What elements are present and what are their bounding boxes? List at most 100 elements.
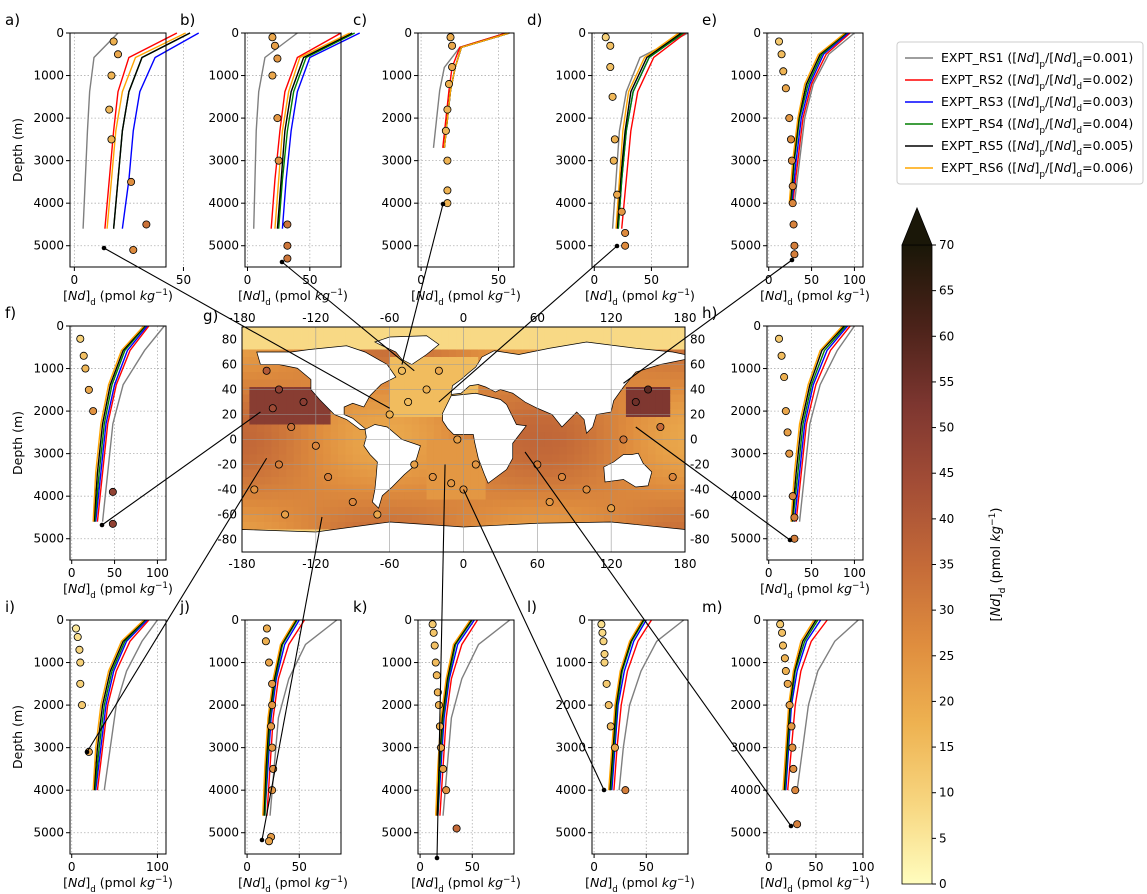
ocean-cell <box>330 477 339 485</box>
ocean-cell <box>507 469 516 478</box>
ocean-cell <box>677 454 686 463</box>
ocean-cell <box>330 447 339 455</box>
observation-point <box>283 220 292 229</box>
observation-point <box>267 722 276 731</box>
ocean-cell <box>655 417 664 425</box>
observation-point <box>75 645 84 654</box>
ocean-cell <box>478 342 487 350</box>
ocean-cell <box>566 432 575 440</box>
ocean-cell <box>574 447 583 455</box>
ocean-cell <box>596 447 605 455</box>
map-top-tick-label: 60 <box>530 311 545 325</box>
ocean-cell <box>470 327 479 335</box>
ocean-cell <box>249 379 258 388</box>
legend-box <box>896 41 1144 185</box>
x-tick-label: 0 <box>417 273 425 287</box>
ocean-cell <box>286 469 295 478</box>
x-tick-label: 0 <box>68 566 76 580</box>
ocean-cell <box>419 364 427 373</box>
connector-arrow <box>101 411 261 526</box>
ocean-cell <box>603 454 612 463</box>
y-tick-label: 4000 <box>555 783 586 797</box>
series-line-expt-rs5 <box>791 325 845 522</box>
ocean-cell <box>426 394 435 403</box>
y-tick-label: 5000 <box>381 826 412 840</box>
ocean-cell <box>249 507 258 515</box>
ocean-cell <box>278 477 287 485</box>
ocean-cell <box>352 327 361 335</box>
ocean-cell <box>515 514 523 523</box>
y-tick-label: 4000 <box>33 783 64 797</box>
ocean-cell <box>374 327 383 335</box>
ocean-cell <box>271 342 280 350</box>
map-top-tick-label: 180 <box>674 311 697 325</box>
y-tick-label: 2000 <box>33 404 64 418</box>
series-line-expt-rs5 <box>93 619 146 791</box>
ocean-cell <box>411 402 420 410</box>
ocean-cell <box>515 484 523 493</box>
ocean-cell <box>433 409 442 418</box>
ocean-cell <box>456 522 464 530</box>
ocean-cell <box>589 447 597 455</box>
ocean-cell <box>271 334 280 343</box>
ocean-cell <box>397 499 405 508</box>
ocean-cell <box>242 439 250 448</box>
ocean-cell <box>581 477 590 485</box>
panel-label: l) <box>527 598 537 616</box>
ocean-cell <box>662 394 671 403</box>
ocean-cell <box>589 514 597 523</box>
ocean-cell <box>249 417 258 425</box>
ocean-cell <box>670 417 679 425</box>
ocean-cell <box>603 432 612 440</box>
ocean-cell <box>404 372 413 380</box>
ocean-cell <box>330 439 339 448</box>
ocean-cell <box>389 387 398 395</box>
ocean-cell <box>529 477 538 485</box>
x-tick-label: 50 <box>639 860 654 874</box>
ocean-cell <box>382 499 391 508</box>
colorbar-tick-label: 25 <box>939 649 954 663</box>
ocean-cell <box>655 334 664 343</box>
ocean-cell <box>648 484 656 493</box>
ocean-cell <box>507 462 516 470</box>
y-tick-label: 1000 <box>208 69 239 83</box>
ocean-cell <box>596 424 605 433</box>
panel-label: i) <box>5 598 15 616</box>
ocean-cell <box>662 507 671 515</box>
map-station <box>262 366 271 375</box>
connector-arrow <box>436 464 446 859</box>
ocean-cell <box>286 507 295 515</box>
y-tick-label: 3000 <box>555 154 586 168</box>
x-tick-label: 50 <box>804 566 819 580</box>
ocean-cell <box>507 507 516 515</box>
ocean-cell <box>670 454 679 463</box>
ocean-cell <box>256 379 265 388</box>
ocean-cell <box>441 492 450 500</box>
observation-point <box>610 135 619 144</box>
ocean-cell <box>411 394 420 403</box>
ocean-cell <box>625 439 634 448</box>
ocean-cell <box>367 492 376 500</box>
axis-label: [Nd]d (pmol kg−1) <box>238 875 348 894</box>
ocean-cell <box>456 477 464 485</box>
observation-point <box>270 41 279 50</box>
ocean-cell <box>640 379 649 388</box>
ocean-cell <box>559 499 568 508</box>
ocean-cell <box>382 387 391 395</box>
ocean-cell <box>330 522 339 530</box>
ocean-cell <box>345 342 354 350</box>
ocean-cell <box>264 409 272 418</box>
ocean-cell <box>529 439 538 448</box>
colorbar-tick-label: 30 <box>939 603 954 617</box>
ocean-cell <box>293 507 302 515</box>
ocean-cell <box>374 349 383 358</box>
ocean-cell <box>360 507 368 515</box>
ocean-cell <box>441 327 450 335</box>
ocean-cell <box>448 492 457 500</box>
ocean-cell <box>441 424 450 433</box>
ocean-cell <box>426 454 435 463</box>
ocean-cell <box>589 424 597 433</box>
map-station <box>281 510 290 519</box>
ocean-cell <box>256 342 265 350</box>
